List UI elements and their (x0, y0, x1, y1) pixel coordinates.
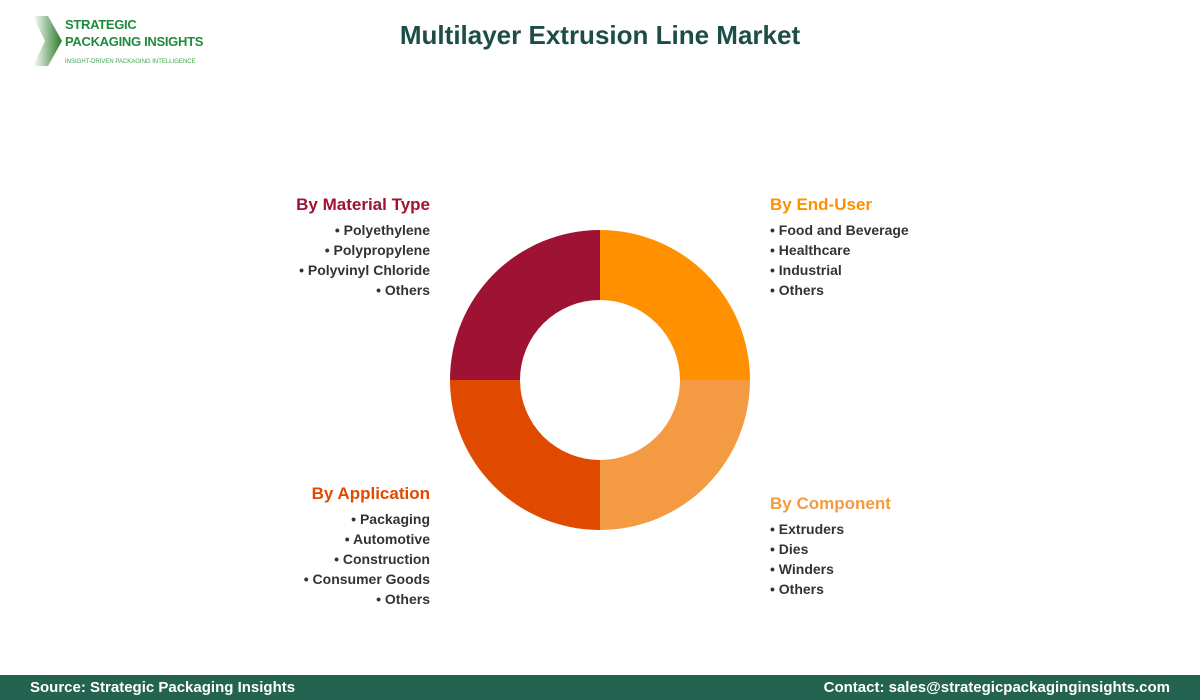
list-item: • Food and Beverage (770, 222, 909, 238)
footer-source: Source: Strategic Packaging Insights (30, 679, 296, 696)
list-item: • Winders (770, 561, 834, 577)
list-item: • Healthcare (770, 242, 851, 258)
list-item: • Others (376, 591, 430, 607)
list-item: • Polypropylene (324, 242, 430, 258)
logo-line1: STRATEGIC (65, 17, 137, 32)
group-component: By Component • Extruders • Dies • Winders •… (770, 493, 891, 599)
footer-contact: Contact: sales@strategicpackaginginsight… (823, 679, 1170, 696)
list-item: • Construction (334, 551, 430, 567)
group-title: By Material Type (296, 195, 430, 214)
group-title: By Application (311, 484, 430, 503)
list-item: • Polyethylene (334, 222, 430, 238)
list-item: • Polyvinyl Chloride (299, 262, 430, 278)
list-item: • Dies (770, 541, 809, 557)
logo-line2: PACKAGING INSIGHTS (65, 34, 204, 49)
footer: Source: Strategic Packaging Insights Con… (0, 675, 1200, 700)
group-end-user: By End-User • Food and Beverage • Healthc… (770, 194, 909, 300)
list-item: • Automotive (344, 531, 430, 547)
segment-component (600, 380, 750, 530)
group-material-type: By Material Type • Polyethylene • Polypro… (296, 194, 430, 300)
group-application: By Application • Packaging • Automotive • … (304, 483, 430, 609)
segment-material-type (450, 230, 600, 380)
list-item: • Others (770, 282, 824, 298)
logo-tagline: INSIGHT-DRIVEN PACKAGING INTELLIGENCE (65, 59, 196, 65)
logo-chevron-icon (33, 16, 62, 66)
list-item: • Extruders (770, 521, 845, 537)
logo: STRATEGIC PACKAGING INSIGHTS INSIGHT-DRIV… (30, 14, 220, 76)
page-title: Multilayer Extrusion Line Market (399, 20, 801, 50)
list-item: • Industrial (770, 262, 842, 278)
list-item: • Packaging (351, 511, 430, 527)
group-title: By End-User (770, 195, 873, 214)
list-item: • Consumer Goods (303, 571, 430, 587)
list-item: • Others (770, 581, 824, 597)
segment-end-user (600, 230, 750, 380)
group-title: By Component (770, 494, 891, 513)
segment-application (450, 380, 600, 530)
list-item: • Others (376, 282, 430, 298)
